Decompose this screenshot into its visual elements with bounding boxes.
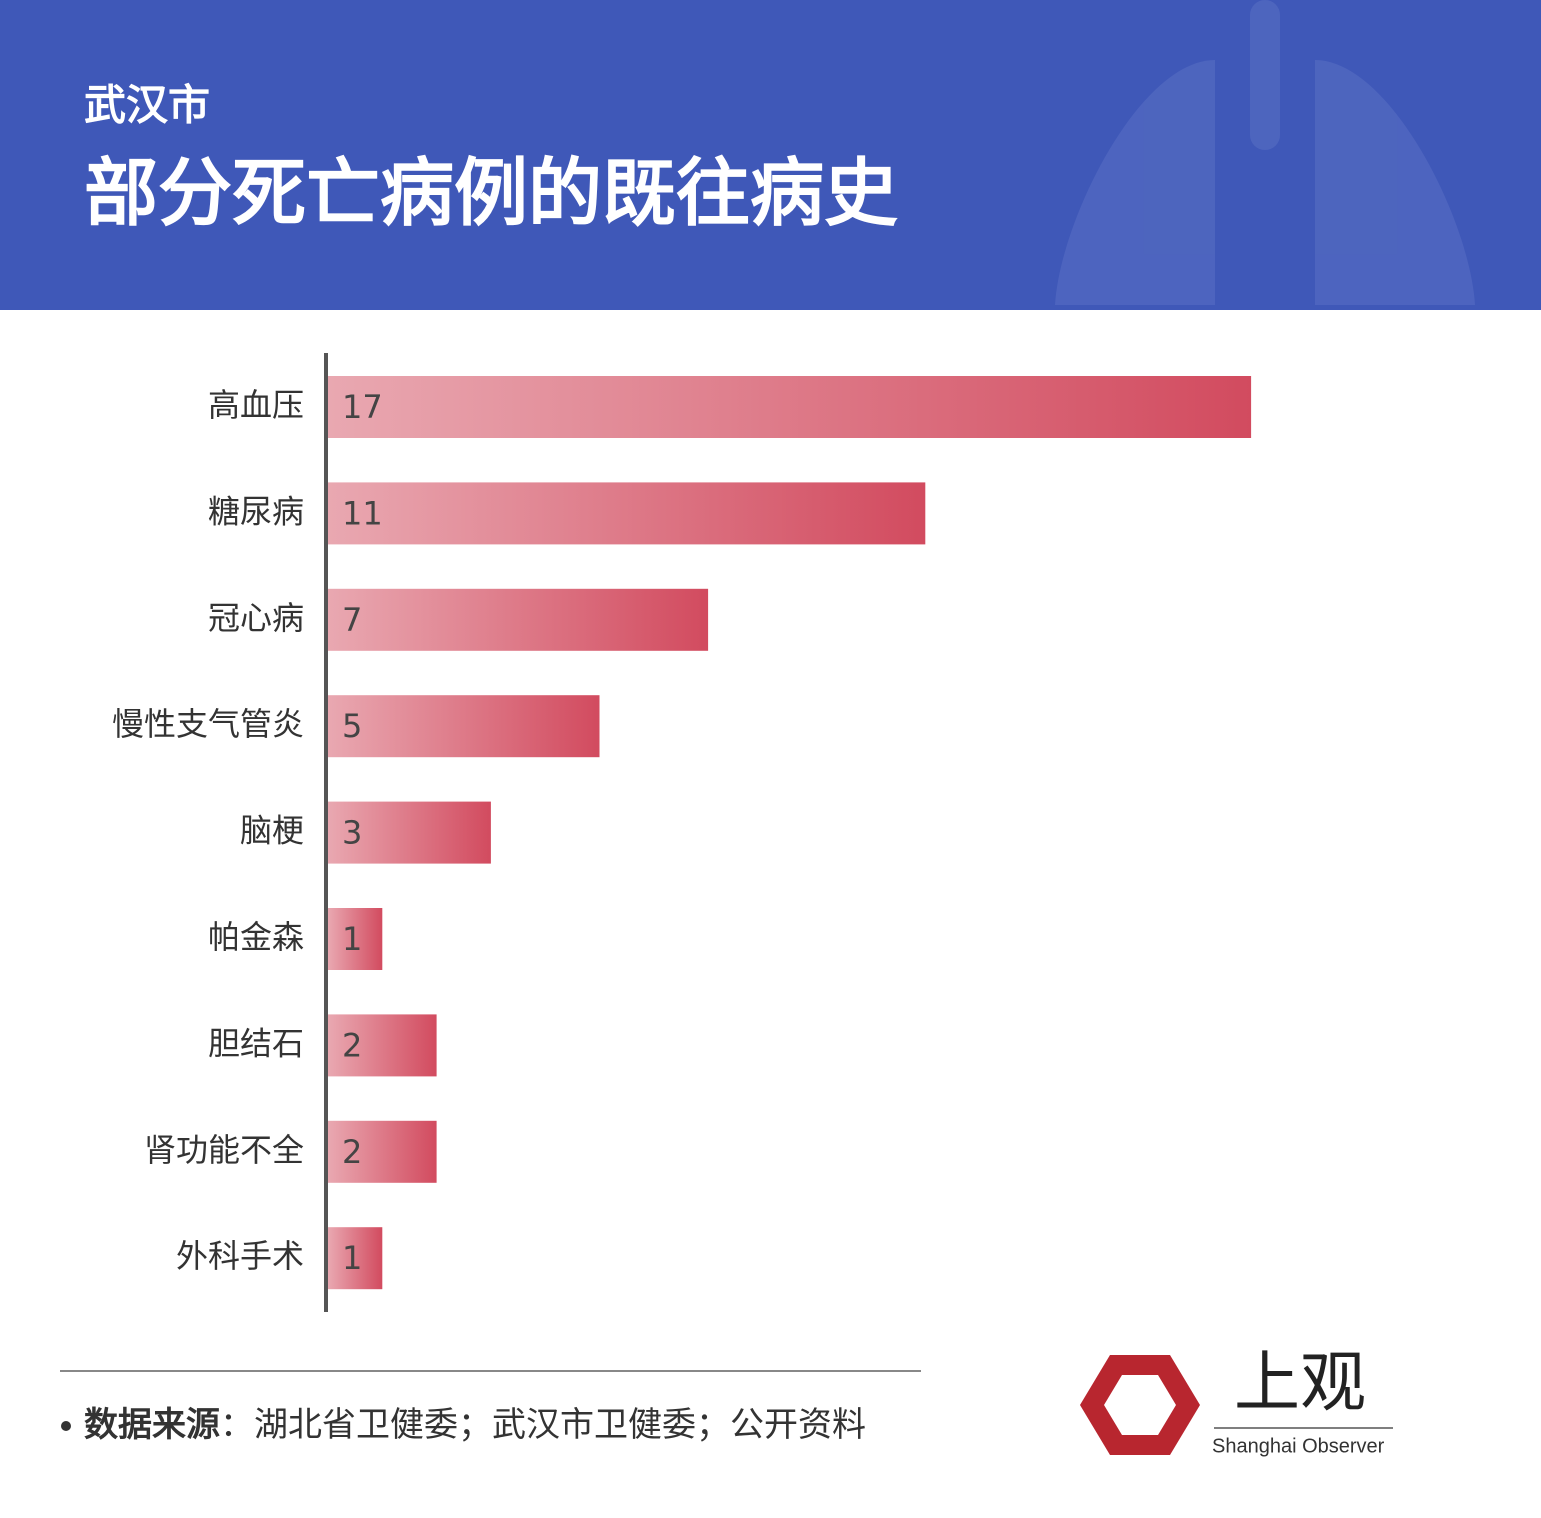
value-label: 7 — [342, 601, 362, 639]
source: 数据来源：湖北省卫健委；武汉市卫健委；公开资料 — [84, 1405, 866, 1445]
category-label: 胆结石 — [208, 1024, 304, 1062]
header-band — [0, 0, 1541, 310]
value-label: 1 — [342, 1239, 362, 1277]
value-label: 1 — [342, 920, 362, 958]
supertitle: 武汉市 — [84, 81, 210, 130]
bar — [328, 908, 383, 970]
logo-subtitle: Shanghai Observer — [1212, 1435, 1385, 1457]
category-label: 慢性支气管炎 — [112, 705, 304, 743]
value-label: 3 — [342, 814, 362, 852]
bar — [328, 376, 1252, 438]
bar — [328, 695, 600, 758]
logo: 上观 Shanghai Observer — [1080, 1344, 1393, 1457]
source-text: ：湖北省卫健委；武汉市卫健委；公开资料 — [220, 1405, 866, 1445]
value-label: 17 — [342, 388, 383, 426]
bar — [328, 801, 491, 864]
bar — [328, 1227, 383, 1290]
value-label: 2 — [342, 1026, 362, 1064]
category-label: 脑梗 — [240, 812, 304, 850]
value-label: 2 — [342, 1133, 362, 1171]
bullet — [61, 1421, 71, 1431]
category-label: 帕金森 — [208, 918, 304, 956]
value-label: 11 — [342, 494, 383, 532]
bar — [328, 1120, 437, 1183]
source-label: 数据来源 — [84, 1405, 220, 1445]
logo-title: 上观 — [1234, 1344, 1366, 1421]
category-label: 外科手术 — [176, 1237, 304, 1275]
bar — [328, 1014, 437, 1077]
bar — [328, 482, 926, 545]
value-label: 5 — [342, 707, 362, 745]
category-label: 冠心病 — [208, 599, 304, 637]
bar — [328, 588, 709, 651]
lung-illustration — [1055, 0, 1475, 305]
category-label: 肾功能不全 — [144, 1131, 304, 1169]
category-label: 高血压 — [208, 386, 304, 424]
chart-title: 部分死亡病例的既往病史 — [84, 151, 898, 237]
category-label: 糖尿病 — [208, 492, 304, 530]
